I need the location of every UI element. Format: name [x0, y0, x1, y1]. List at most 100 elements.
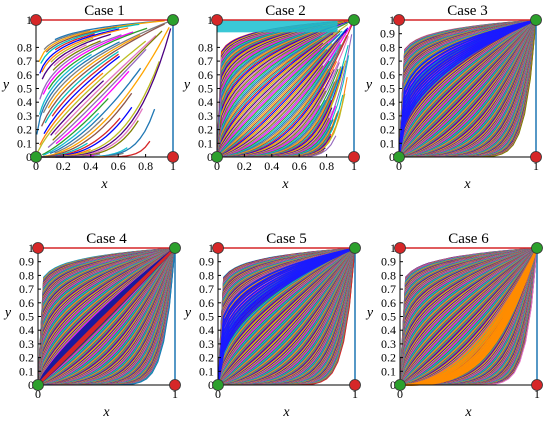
y-tick-label: 0.6 [381, 296, 396, 310]
curve [52, 117, 121, 158]
y-tick-label: 0.8 [381, 268, 396, 282]
curve [42, 97, 109, 156]
y-tick-label: 0 [26, 150, 32, 164]
y-tick-label: 0.8 [380, 40, 395, 54]
chart-title: Case 2 [265, 3, 305, 19]
x-tick-label: 0 [397, 387, 403, 401]
curve [216, 38, 339, 158]
y-tick-label: 0.5 [380, 82, 395, 96]
curve [216, 36, 323, 158]
curve [42, 31, 134, 95]
panel-1: Case 10 0.2 0.4 0.6 0.8 100.10.20.30.40.50.60… [1, 3, 179, 192]
corner-marker-top-left [30, 14, 42, 26]
curve [44, 50, 119, 124]
curve [36, 41, 120, 135]
y-tick-label: 0.4 [199, 323, 214, 337]
corner-marker-bottom-left [30, 151, 42, 163]
curve [55, 70, 130, 145]
corner-marker-top-left [394, 242, 406, 254]
corner-marker-bottom-right [349, 379, 361, 391]
curve [54, 35, 157, 135]
x-tick-label: 0 [214, 159, 220, 173]
curve [216, 35, 326, 158]
curve [47, 27, 148, 90]
y-tick-label: 0.9 [380, 27, 395, 41]
y-tick-label: 0.2 [17, 123, 32, 137]
curve [216, 24, 352, 158]
chart-title: Case 3 [447, 3, 487, 19]
curve [216, 30, 341, 158]
y-tick-label: 1 [389, 13, 395, 27]
curve [216, 42, 338, 158]
y-axis-label: y [183, 306, 192, 321]
corner-marker-bottom-left [394, 379, 406, 391]
x-axis-label: x [281, 177, 289, 192]
curve [45, 26, 117, 53]
x-tick-label: 0 [396, 159, 402, 173]
y-tick-label: 0.9 [199, 255, 214, 269]
x-tick-label: 1 [533, 159, 539, 173]
curve [42, 19, 174, 114]
y-tick-label: 0.1 [199, 364, 214, 378]
y-axis-label: y [365, 306, 374, 321]
curve [216, 30, 327, 158]
x-tick-label: 0 [35, 387, 41, 401]
y-tick-label: 0.1 [381, 364, 396, 378]
curve [50, 80, 105, 136]
curve [216, 33, 334, 158]
y-tick-label: 0.2 [198, 123, 213, 137]
y-tick-label: 0.8 [17, 40, 32, 54]
y-tick-label: 0 [207, 150, 213, 164]
curve [52, 40, 101, 71]
highlight-curve [217, 247, 356, 386]
x-tick-label: 0.2 [56, 159, 71, 173]
highlight-curve [37, 247, 176, 386]
y-tick-label: 0.4 [380, 95, 395, 109]
curve [43, 55, 120, 135]
curves [216, 19, 353, 158]
curve [43, 29, 91, 50]
corner-marker-bottom-right [531, 379, 543, 391]
curve [39, 34, 122, 100]
y-tick-label: 0.8 [198, 40, 213, 54]
y-tick-label: 0.2 [381, 351, 396, 365]
curve [216, 43, 329, 158]
highlight-band [398, 19, 537, 158]
curve [216, 31, 335, 158]
y-tick-label: 0.3 [199, 337, 214, 351]
y-tick-label: 0.3 [381, 337, 396, 351]
x-tick-label: 0 [33, 159, 39, 173]
curve [55, 142, 88, 157]
x-tick-label: 1 [352, 387, 358, 401]
y-tick-label: 1 [390, 241, 396, 255]
curve [41, 27, 129, 73]
curve [41, 23, 165, 127]
y-axis-label: y [3, 306, 12, 321]
curve [52, 30, 163, 141]
x-axis-label: x [100, 177, 108, 192]
curve [50, 37, 94, 63]
corner-marker-bottom-right [530, 151, 542, 163]
y-tick-label: 0.6 [199, 296, 214, 310]
y-tick-label: 0.5 [19, 310, 34, 324]
corner-marker-top-right [530, 14, 542, 26]
y-tick-label: 0.1 [19, 364, 34, 378]
y-tick-label: 0.8 [199, 268, 214, 282]
corner-marker-top-left [393, 14, 405, 26]
x-tick-label: 1 [170, 159, 176, 173]
curve [216, 34, 333, 158]
y-tick-label: 0.1 [198, 136, 213, 150]
y-tick-label: 0.6 [380, 68, 395, 82]
curve [47, 34, 141, 109]
y-tick-label: 0.7 [380, 54, 395, 68]
curve [47, 48, 147, 148]
x-tick-label: 0.8 [319, 159, 334, 173]
panel-2: Case 20 0.2 0.4 0.6 0.8 100.10.20.30.40.50.60… [182, 3, 360, 192]
curve [216, 34, 338, 158]
x-tick-label: 1 [351, 159, 357, 173]
y-tick-label: 0.4 [17, 95, 32, 109]
curve [216, 28, 347, 158]
